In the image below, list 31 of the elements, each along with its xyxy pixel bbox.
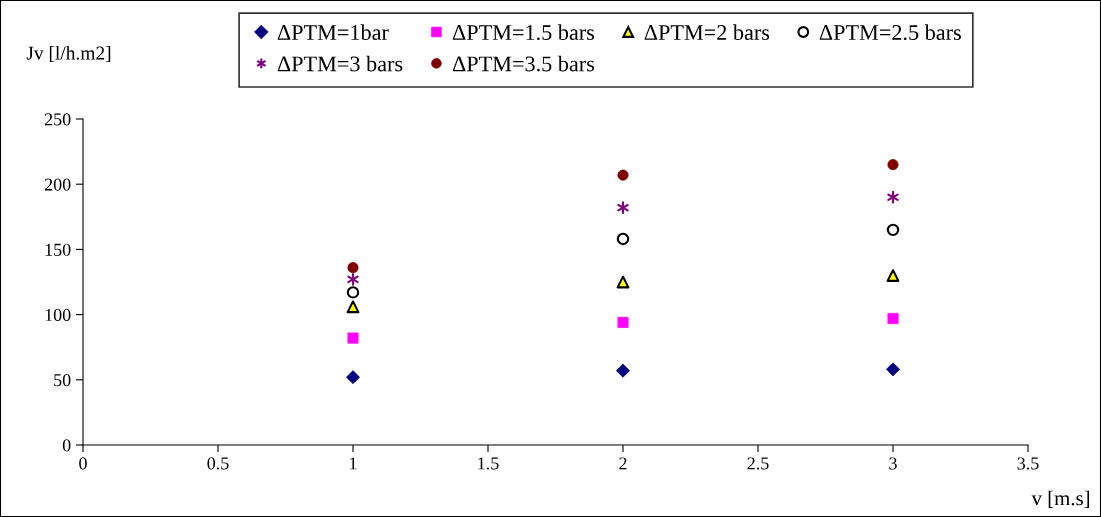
x-tick-label: 0.5 [207,457,229,470]
point [347,272,359,286]
x-tick-label: 1.5 [478,457,499,470]
y-tick-label: 150 [45,243,71,256]
point [616,275,630,289]
y-tick-label: 200 [44,178,71,191]
x-tick-label: 2.5 [747,457,769,470]
point [616,232,630,246]
x-tick-label: 2 [619,457,627,470]
y-tick-label: 50 [54,374,71,387]
legend-label: ΔPTM=2 bars [644,24,770,40]
x-tick-label: 1 [350,457,357,470]
point [886,223,900,237]
point [887,190,899,204]
x-tick-label: 0 [79,457,87,470]
y-axis-title: Jv [l/h.m2] [26,45,111,63]
point [886,269,900,282]
y-tick-label: 100 [45,308,71,322]
point [346,286,360,299]
y-tick-label: 0 [62,439,71,452]
x-tick-label: 3 [889,457,897,470]
legend-label: ΔPTM=1bar [277,24,389,40]
legend-label: ΔPTM=1.5 bars [452,24,595,41]
x-axis-title: v [m.s] [1031,490,1090,508]
point [346,300,360,314]
legend-label: ΔPTM=2.5 bars [819,24,961,41]
y-tick-label: 250 [44,113,71,126]
legend-label: ΔPTM=3.5 bars [452,55,595,72]
point [617,201,629,215]
x-tick-label: 3.5 [1017,457,1039,470]
legend-label: ΔPTM=3 bars [277,55,403,72]
